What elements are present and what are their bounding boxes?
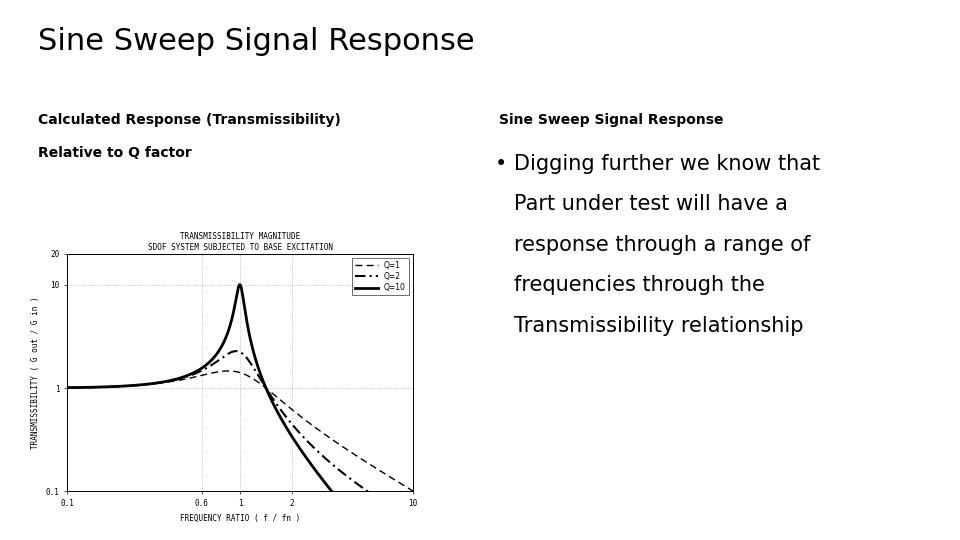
Q=1 bbox=[407, 488, 419, 494]
Q=1 bbox=[102, 383, 113, 390]
Text: response through a range of: response through a range of bbox=[514, 235, 810, 255]
Text: frequencies through the: frequencies through the bbox=[514, 275, 764, 295]
Q=1 bbox=[62, 384, 74, 391]
Q=1 bbox=[122, 383, 133, 389]
Q=2 bbox=[62, 384, 74, 391]
X-axis label: FREQUENCY RATIO ( f / fn ): FREQUENCY RATIO ( f / fn ) bbox=[180, 514, 300, 523]
Y-axis label: TRANSMISSIBILITY ( G out / G in ): TRANSMISSIBILITY ( G out / G in ) bbox=[31, 296, 40, 449]
Q=2 bbox=[230, 348, 242, 354]
Q=10 bbox=[122, 383, 133, 389]
Text: Sine Sweep Signal Response: Sine Sweep Signal Response bbox=[499, 113, 724, 127]
Q=2 bbox=[363, 489, 374, 496]
Q=1 bbox=[223, 368, 234, 374]
Q=2 bbox=[194, 368, 205, 375]
Q=2 bbox=[209, 360, 221, 366]
Line: Q=2: Q=2 bbox=[68, 351, 413, 521]
Q=10 bbox=[194, 366, 205, 373]
Title: TRANSMISSIBILITY MAGNITUDE
SDOF SYSTEM SUBJECTED TO BASE EXCITATION: TRANSMISSIBILITY MAGNITUDE SDOF SYSTEM S… bbox=[148, 232, 332, 252]
Q=10 bbox=[102, 383, 113, 390]
Text: Digging further we know that: Digging further we know that bbox=[514, 154, 820, 174]
Text: Sine Sweep Signal Response: Sine Sweep Signal Response bbox=[38, 27, 475, 56]
Text: •: • bbox=[494, 154, 507, 174]
Q=1 bbox=[194, 373, 205, 379]
Legend: Q=1, Q=2, Q=10: Q=1, Q=2, Q=10 bbox=[352, 258, 409, 295]
Q=2 bbox=[407, 518, 419, 524]
Q=2 bbox=[400, 514, 412, 520]
Text: Relative to Q factor: Relative to Q factor bbox=[38, 146, 192, 160]
Line: Q=1: Q=1 bbox=[68, 371, 413, 491]
Text: Transmissibility relationship: Transmissibility relationship bbox=[514, 316, 804, 336]
Q=10 bbox=[209, 353, 221, 359]
Text: Calculated Response (Transmissibility): Calculated Response (Transmissibility) bbox=[38, 113, 341, 127]
Q=1 bbox=[363, 461, 374, 467]
Q=1 bbox=[209, 369, 221, 376]
Q=10 bbox=[234, 281, 246, 288]
Q=10 bbox=[62, 384, 74, 391]
Q=10 bbox=[363, 531, 374, 538]
Q=2 bbox=[122, 383, 133, 389]
Line: Q=10: Q=10 bbox=[68, 285, 413, 540]
Q=1 bbox=[400, 484, 412, 490]
Q=2 bbox=[102, 383, 113, 390]
Text: Part under test will have a: Part under test will have a bbox=[514, 194, 787, 214]
